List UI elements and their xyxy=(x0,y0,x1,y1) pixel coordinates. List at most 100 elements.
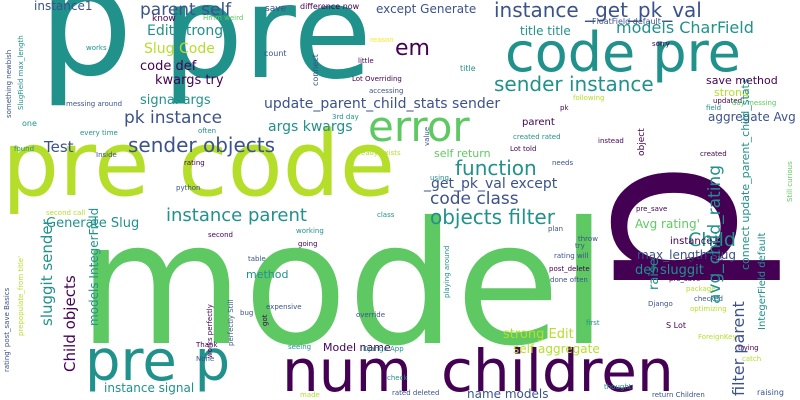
word: raising xyxy=(757,388,784,397)
word: signal args xyxy=(140,93,211,108)
word: Child objects xyxy=(61,275,79,372)
word: def sluggit xyxy=(635,263,704,278)
word: instead xyxy=(598,137,624,145)
word: Hmm weird xyxy=(203,14,244,22)
word: created rated xyxy=(513,133,561,141)
word: using xyxy=(430,174,449,182)
word: following xyxy=(573,94,605,102)
word: instance1 xyxy=(34,0,93,13)
word: em xyxy=(395,36,430,61)
word: Generate Slug xyxy=(46,216,140,231)
word: save method xyxy=(706,74,778,87)
word: update_parent_child_stats sender xyxy=(264,96,501,112)
word: checked xyxy=(694,295,723,303)
word: going xyxy=(298,240,318,248)
word: made xyxy=(300,391,320,399)
word: comments xyxy=(686,255,723,263)
word: Django xyxy=(648,300,673,308)
word: args kwargs xyxy=(268,119,353,135)
word: created xyxy=(700,150,727,158)
word: num_children xyxy=(282,337,674,400)
word: thought xyxy=(604,383,632,391)
word: works xyxy=(86,44,107,52)
word: day messing xyxy=(732,99,777,107)
word: instance parent xyxy=(166,205,307,226)
word: pk instance xyxy=(124,108,223,128)
word: try xyxy=(575,242,585,250)
word: python xyxy=(176,184,201,192)
word: Lot told xyxy=(510,145,537,153)
word: prepopulate_from title' xyxy=(17,256,25,336)
word: count xyxy=(264,49,287,58)
word: self return xyxy=(434,147,491,160)
word: post_delete xyxy=(549,265,590,273)
word: filter parent xyxy=(729,301,748,396)
word: parent self xyxy=(140,0,232,20)
word: already exists xyxy=(352,149,401,157)
word: S Lot xyxy=(666,321,686,330)
word: plan xyxy=(548,225,564,233)
word: Avg rating' xyxy=(635,217,700,231)
word: objects filter xyxy=(430,205,555,229)
word: function xyxy=(455,156,537,180)
word: error xyxy=(368,102,470,151)
word: value xyxy=(423,126,431,146)
word: class xyxy=(377,211,395,219)
word: aggregate Avg xyxy=(708,110,796,124)
word: pre code xyxy=(2,112,396,217)
word: bug xyxy=(240,309,254,317)
word: model xyxy=(78,186,608,384)
word: trying xyxy=(738,344,759,352)
word: pre p xyxy=(85,329,231,394)
word: models IntegerField xyxy=(87,207,101,326)
word: object xyxy=(637,128,647,156)
word: Still curious xyxy=(786,161,794,202)
word: strong xyxy=(714,86,750,99)
word: pre_save' xyxy=(669,275,703,283)
word: title xyxy=(460,64,476,73)
word: max_length slug xyxy=(637,248,737,262)
word: second call xyxy=(46,209,86,217)
word: updated xyxy=(713,97,743,105)
word: instance2 xyxy=(670,236,719,247)
word: got xyxy=(261,314,269,326)
word: messing around xyxy=(66,100,123,108)
word: Slug Code xyxy=(144,41,215,57)
word: Thank xyxy=(196,341,218,349)
word: something newbish xyxy=(5,49,13,118)
word: kwargs try xyxy=(155,73,224,88)
word: code def xyxy=(140,59,197,74)
word: Inside xyxy=(96,151,117,159)
word: strong Edit xyxy=(503,327,574,342)
word: often xyxy=(198,127,217,135)
word: save xyxy=(265,4,287,14)
word: pk xyxy=(560,104,569,112)
word: sluggit sender xyxy=(38,219,56,326)
word: expensive xyxy=(266,303,302,311)
word: _get_pk_val except xyxy=(424,176,558,192)
word: Test xyxy=(44,138,74,156)
word: field xyxy=(706,104,722,112)
word: method xyxy=(246,268,289,281)
word: works perfectly xyxy=(206,304,214,358)
word: sender objects xyxy=(128,133,276,157)
word: working xyxy=(296,227,324,235)
word: second xyxy=(208,231,233,239)
word: FloatField default xyxy=(592,17,661,26)
word: playing around xyxy=(443,245,451,298)
word: override xyxy=(356,311,386,319)
word: Django App xyxy=(363,345,404,353)
word: table xyxy=(248,255,266,263)
word: instance signal xyxy=(104,381,195,395)
word: reason xyxy=(370,36,394,44)
word: self aggregate xyxy=(513,342,600,356)
word: rating' post_save Basics xyxy=(3,287,11,372)
word: pre_save xyxy=(636,205,668,213)
word: rated deleted xyxy=(392,389,440,397)
word: optimizing xyxy=(690,305,727,313)
word: avg_child_rating xyxy=(705,165,725,304)
word: Child xyxy=(688,229,736,251)
word: models CharField xyxy=(616,18,754,37)
word: ForeignKey xyxy=(698,333,737,341)
